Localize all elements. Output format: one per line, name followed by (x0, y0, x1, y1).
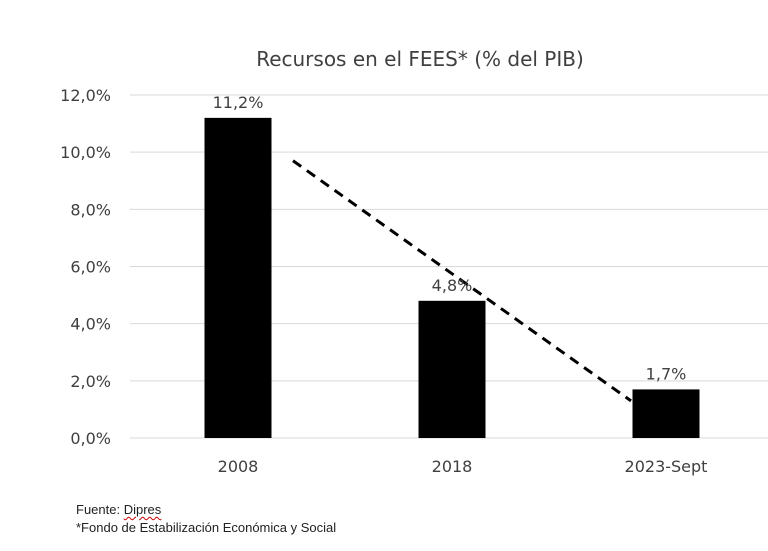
data-label: 4,8% (432, 276, 473, 295)
y-tick-label: 2,0% (70, 372, 111, 391)
bar (418, 300, 486, 438)
source-name: Dipres (123, 502, 162, 517)
data-label: 11,2% (213, 93, 264, 112)
y-axis: 0,0% 2,0% 4,0% 6,0% 8,0% 10,0% 12,0% (60, 86, 111, 448)
y-tick-label: 12,0% (60, 86, 111, 105)
y-tick-label: 0,0% (70, 429, 111, 448)
y-tick-label: 6,0% (70, 258, 111, 277)
bar (204, 117, 272, 438)
x-tick-label: 2023-Sept (625, 457, 708, 476)
chart-title: Recursos en el FEES* (% del PIB) (256, 47, 584, 71)
bar (632, 389, 700, 438)
data-labels: 11,2% 4,8% 1,7% (213, 93, 687, 384)
source-note: Fuente: Dipres (76, 502, 161, 518)
data-label: 1,7% (646, 364, 687, 383)
y-tick-label: 8,0% (70, 200, 111, 219)
x-tick-label: 2018 (432, 457, 473, 476)
chart: Recursos en el FEES* (% del PIB) 0,0% 2,0… (60, 47, 768, 476)
source-prefix: Fuente: (76, 502, 124, 517)
x-axis: 2008 2018 2023-Sept (218, 457, 708, 476)
fund-footnote: *Fondo de Estabilización Económica y Soc… (76, 520, 337, 535)
y-tick-label: 4,0% (70, 315, 111, 334)
bars (204, 117, 700, 438)
y-tick-label: 10,0% (60, 143, 111, 162)
x-tick-label: 2008 (218, 457, 259, 476)
trendline (292, 159, 632, 403)
trendline-group (292, 159, 632, 403)
